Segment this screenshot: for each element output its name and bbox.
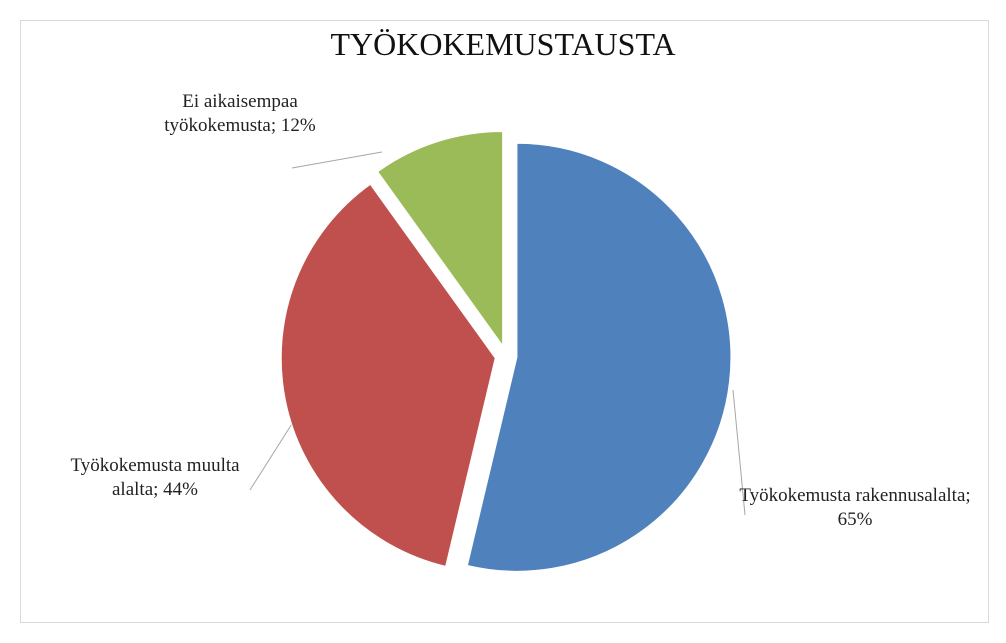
data-label: Työkokemusta rakennusalalta; 65% [735,484,975,532]
label-separator: ; [270,115,281,136]
label-value: 12% [280,115,316,136]
label-separator: ; [965,485,971,506]
label-category: Ei aikaisempaa työkokemusta [164,91,298,136]
data-label: Ei aikaisempaa työkokemusta; 12% [135,90,345,138]
label-separator: ; [153,479,164,500]
pie-slice [280,183,496,567]
label-category: Työkokemusta rakennusalalta [739,485,966,506]
label-value: 65% [837,509,873,530]
pie-slice [377,131,504,348]
leader-line [732,389,746,516]
label-category: Työkokemusta muulta alalta [70,455,240,500]
leader-line [291,151,383,169]
label-value: 44% [163,479,198,500]
data-label: Työkokemusta muulta alalta; 44% [45,454,265,502]
pie-slice [466,142,732,572]
chart-title: TYÖKOKEMUSTAUSTA [330,26,676,62]
